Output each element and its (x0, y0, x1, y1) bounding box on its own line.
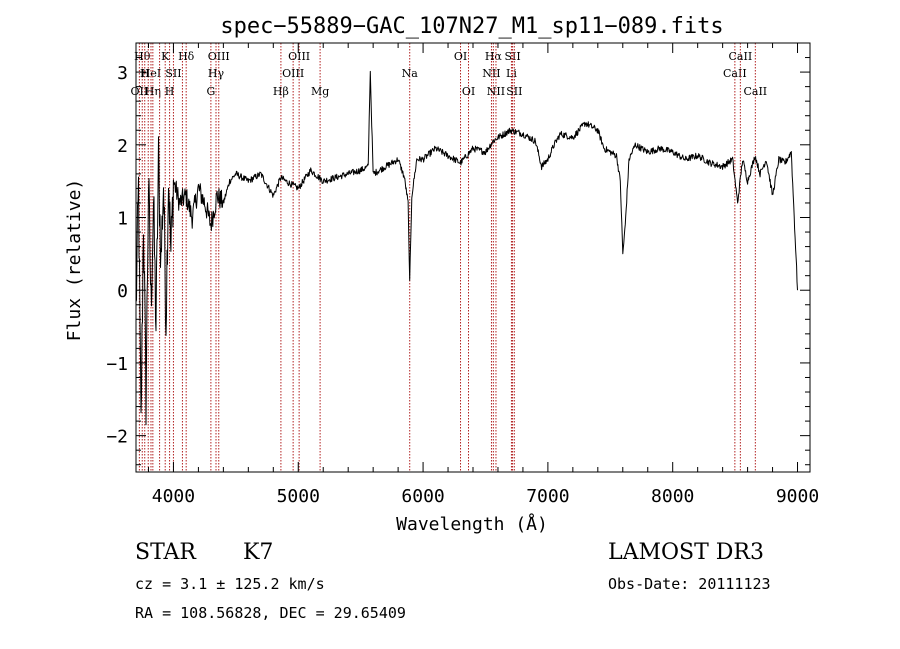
line-marker-label: Hβ (273, 85, 289, 98)
line-marker-label: Hα (485, 50, 503, 63)
flux-series (135, 70, 798, 426)
object-subclass: K7 (243, 540, 274, 565)
line-marker-label: OI (454, 50, 467, 63)
line-marker-label: SII (165, 67, 181, 80)
line-marker-label: CaII (729, 50, 753, 63)
coordinates: RA = 108.56828, DEC = 29.65409 (135, 604, 406, 622)
line-marker-label: Hθ (134, 50, 151, 63)
line-marker-label: H (140, 67, 150, 80)
line-marker-label: OIII (288, 50, 310, 63)
y-tick-label: −1 (106, 354, 128, 375)
line-marker-label: NII (482, 67, 500, 80)
line-marker-label: CaII (723, 67, 747, 80)
line-marker-label: OI (462, 85, 475, 98)
line-marker-label: Mg (311, 85, 329, 98)
y-axis-label: Flux (relative) (64, 179, 85, 342)
chart-title: spec−55889−GAC_107N27_M1_sp11−089.fits (220, 14, 723, 39)
flux-line (135, 70, 798, 426)
x-tick-label: 5000 (277, 486, 320, 507)
line-marker-label: K (161, 50, 170, 63)
line-marker-label: SII (506, 85, 522, 98)
y-tick-label: 0 (117, 281, 128, 302)
y-tick-label: 2 (117, 136, 128, 157)
spectral-line-markers: HθHOIIHeIHηKHSIIHδGHγOIIIHβOIIIOIIIMgNaO… (131, 43, 767, 472)
y-tick-label: 3 (117, 63, 128, 84)
line-marker-label: CaII (743, 85, 767, 98)
object-class: STAR (135, 540, 196, 565)
line-marker-label: SII (504, 50, 520, 63)
x-tick-label: 4000 (152, 486, 195, 507)
line-marker-label: OIII (282, 67, 304, 80)
x-tick-label: 9000 (776, 486, 819, 507)
line-marker-label: G (206, 85, 215, 98)
line-marker-label: HeI (141, 67, 161, 80)
x-tick-label: 6000 (401, 486, 444, 507)
y-tick-label: −2 (106, 427, 128, 448)
line-marker-label: Hδ (178, 50, 195, 63)
x-tick-label: 8000 (651, 486, 694, 507)
line-marker-label: Li (506, 67, 517, 80)
observation-date: Obs-Date: 20111123 (608, 575, 771, 593)
line-marker-label: Na (402, 67, 419, 80)
line-marker-label: Hγ (208, 67, 225, 80)
x-axis-label: Wavelength (Å) (396, 513, 548, 535)
line-marker-label: NII (487, 85, 505, 98)
y-tick-label: 1 (117, 209, 128, 230)
line-marker-label: OIII (208, 50, 230, 63)
line-marker-label: Hη (145, 85, 161, 98)
line-marker-label: H (165, 85, 175, 98)
plot-frame (135, 42, 811, 473)
redshift-velocity: cz = 3.1 ± 125.2 km/s (135, 575, 325, 593)
survey-name: LAMOST DR3 (608, 540, 764, 565)
line-marker-label: OII (131, 85, 149, 98)
axes: 4000 5000 6000 7000 8000 9000 −2 −1 0 1 2 3 (106, 43, 819, 507)
x-tick-label: 7000 (526, 486, 569, 507)
